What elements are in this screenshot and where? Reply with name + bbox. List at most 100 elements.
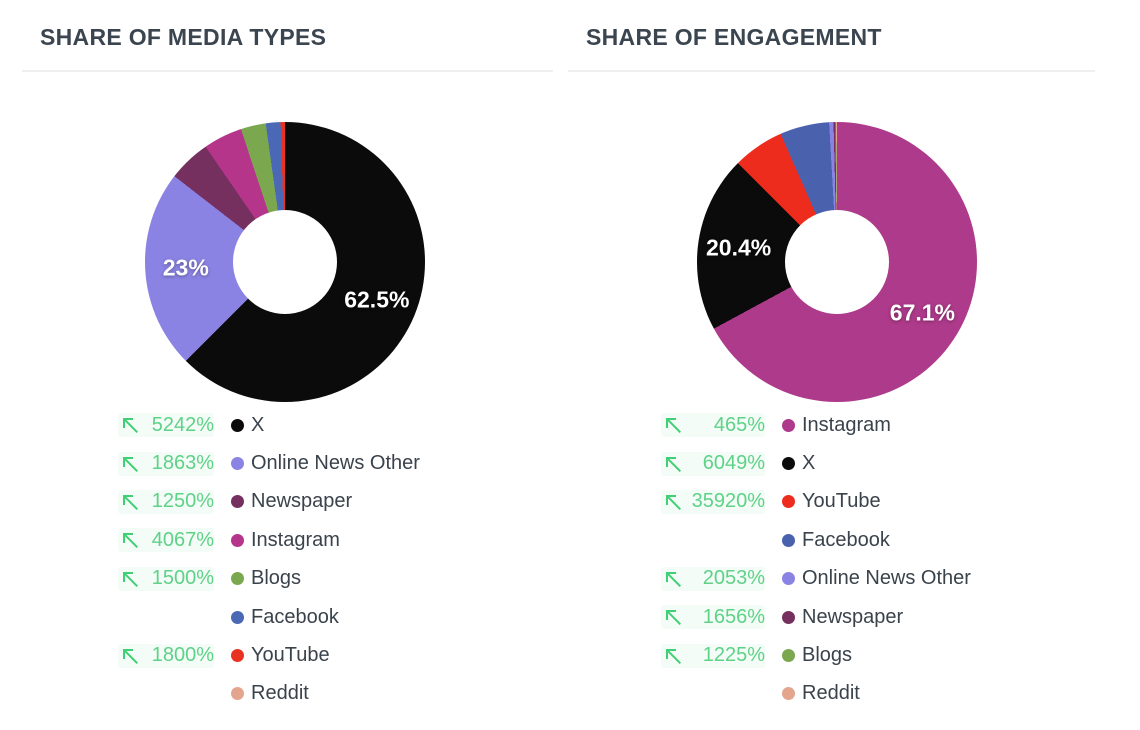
page-title: SHARE OF MEDIA TYPES — [40, 24, 327, 50]
legend-item[interactable]: 1656% Newspaper — [661, 598, 971, 636]
engagement-donut-chart[interactable]: 67.1% 20.4% — [697, 122, 977, 402]
trend-up-left-icon — [118, 490, 144, 514]
legend-item[interactable]: 1225% Blogs — [661, 636, 971, 674]
trend-up-left-icon — [661, 644, 687, 668]
engagement-panel: SHARE OF ENGAGEMENT 67.1% 20.4% 465% Insta… — [568, 0, 1095, 730]
legend-item[interactable]: 1250% Newspaper — [118, 483, 420, 521]
legend-color-dot — [231, 457, 244, 471]
legend-label: Online News Other — [251, 452, 420, 475]
legend-change-value: 6049% — [702, 452, 765, 475]
legend-item[interactable]: Facebook — [661, 521, 971, 559]
legend-change — [661, 528, 765, 552]
legend-color-dot — [782, 533, 795, 547]
legend-label: Reddit — [251, 682, 309, 705]
legend-label: X — [802, 452, 816, 475]
legend-change: 5242% — [118, 413, 214, 438]
legend-change-value: 1225% — [702, 644, 765, 667]
legend-change — [661, 682, 765, 706]
legend-label: YouTube — [802, 490, 881, 513]
legend-change: 4067% — [118, 528, 214, 553]
legend-color-dot — [231, 687, 244, 701]
legend-label: YouTube — [251, 644, 330, 667]
slice-value-label: 62.5% — [344, 286, 410, 313]
legend-label: Instagram — [802, 413, 891, 436]
legend-change: 1863% — [118, 451, 214, 476]
trend-up-left-icon — [118, 413, 144, 437]
trend-up-left-icon — [118, 605, 144, 629]
legend-label: Newspaper — [251, 490, 353, 513]
legend-label: Newspaper — [802, 605, 904, 628]
legend-color-dot — [782, 572, 795, 586]
legend-label: Blogs — [251, 567, 302, 590]
legend-label: Online News Other — [802, 567, 971, 590]
legend-color-dot — [782, 495, 795, 509]
legend-color-dot — [231, 495, 244, 509]
trend-up-left-icon — [661, 605, 687, 629]
trend-up-left-icon — [118, 682, 144, 706]
legend-item[interactable]: Reddit — [661, 675, 971, 713]
legend-color-dot — [231, 610, 244, 624]
legend-color-dot — [782, 418, 795, 432]
media-types-donut-chart[interactable]: 62.5% 23% — [145, 122, 425, 402]
donut-hole — [233, 210, 337, 314]
slice-value-label: 20.4% — [706, 234, 772, 261]
title-divider — [22, 70, 553, 72]
legend-color-dot — [782, 457, 795, 471]
legend-change: 1800% — [118, 643, 214, 668]
legend-item[interactable]: Reddit — [118, 675, 420, 713]
legend-item[interactable]: 1863% Online News Other — [118, 444, 420, 482]
page-title: SHARE OF ENGAGEMENT — [586, 24, 882, 50]
donut-hole — [785, 210, 889, 314]
legend-item[interactable]: 6049% X — [661, 444, 971, 482]
legend-item[interactable]: 1500% Blogs — [118, 560, 420, 598]
legend-change: 1656% — [661, 605, 765, 630]
legend-change-value: 1250% — [151, 490, 214, 513]
legend-label: X — [251, 413, 265, 436]
trend-up-left-icon — [661, 567, 687, 591]
media-types-panel: SHARE OF MEDIA TYPES 62.5% 23% 5242% X 1863… — [22, 0, 553, 730]
trend-up-left-icon — [661, 682, 687, 706]
engagement-legend: 465% Instagram 6049% X 35920% YouTube Facebook… — [661, 406, 971, 713]
title-divider — [568, 70, 1095, 72]
trend-up-left-icon — [118, 644, 144, 668]
trend-up-left-icon — [118, 567, 144, 591]
legend-change — [118, 605, 214, 629]
media-types-legend: 5242% X 1863% Online News Other 1250% Newspap… — [118, 406, 420, 713]
legend-color-dot — [231, 572, 244, 586]
trend-up-left-icon — [661, 452, 687, 476]
legend-item[interactable]: Facebook — [118, 598, 420, 636]
legend-change-value: 1863% — [151, 452, 214, 475]
legend-color-dot — [782, 649, 795, 663]
legend-color-dot — [231, 533, 244, 547]
legend-change: 1225% — [661, 643, 765, 668]
legend-change-value: 35920% — [691, 490, 765, 513]
slice-value-label: 67.1% — [889, 299, 955, 326]
legend-change-value: 4067% — [151, 528, 214, 551]
legend-change: 1500% — [118, 566, 214, 591]
trend-up-left-icon — [661, 490, 687, 514]
legend-change-value: 5242% — [151, 413, 214, 436]
trend-up-left-icon — [118, 528, 144, 552]
legend-change — [118, 682, 214, 706]
trend-up-left-icon — [118, 452, 144, 476]
slice-value-label: 23% — [162, 254, 209, 281]
legend-change-value: 1800% — [151, 644, 214, 667]
legend-change-value: 1500% — [151, 567, 214, 590]
legend-change-value: 1656% — [702, 605, 765, 628]
legend-item[interactable]: 1800% YouTube — [118, 636, 420, 674]
legend-change: 1250% — [118, 489, 214, 514]
legend-color-dot — [231, 418, 244, 432]
legend-label: Facebook — [802, 528, 890, 551]
trend-up-left-icon — [661, 413, 687, 437]
legend-item[interactable]: 465% Instagram — [661, 406, 971, 444]
legend-color-dot — [231, 649, 244, 663]
legend-item[interactable]: 4067% Instagram — [118, 521, 420, 559]
legend-change-value: 2053% — [702, 567, 765, 590]
legend-change: 2053% — [661, 566, 765, 591]
legend-change-value: 465% — [713, 413, 765, 436]
legend-label: Blogs — [802, 644, 853, 667]
legend-change: 465% — [661, 413, 765, 438]
legend-item[interactable]: 35920% YouTube — [661, 483, 971, 521]
legend-item[interactable]: 2053% Online News Other — [661, 560, 971, 598]
legend-item[interactable]: 5242% X — [118, 406, 420, 444]
